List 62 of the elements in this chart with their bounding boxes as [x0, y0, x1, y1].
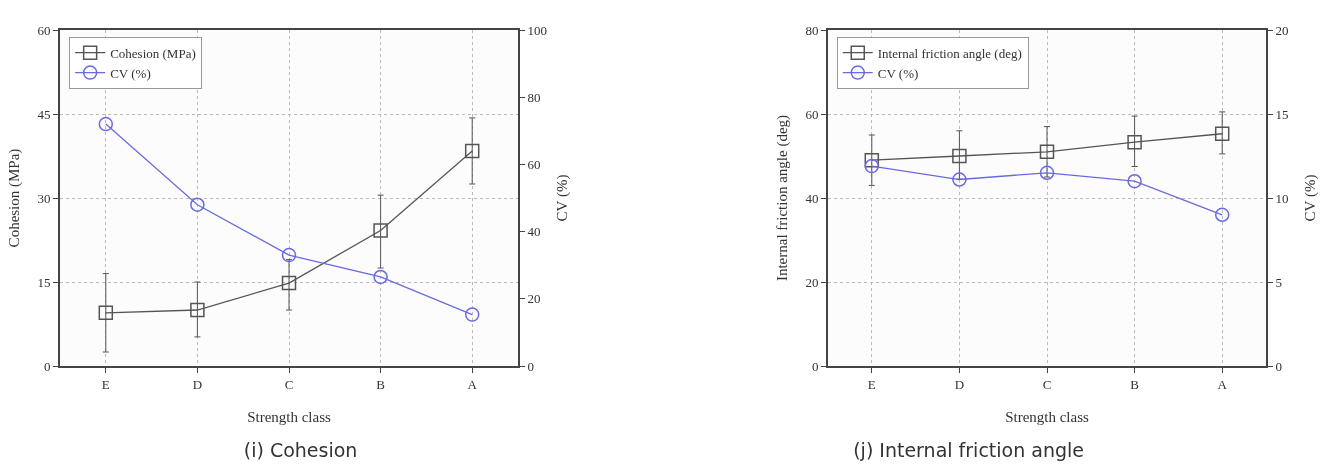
point	[98, 116, 114, 132]
x-tick-label: A	[1217, 376, 1228, 392]
y2-tick-label: 15	[1275, 106, 1289, 122]
y-tick-label: 45	[37, 106, 51, 122]
x-axis-title: Strength class	[247, 409, 332, 425]
y2-axis-title: CV (%)	[553, 174, 571, 222]
point	[1039, 165, 1055, 181]
y2-axis-title: CV (%)	[1301, 174, 1319, 222]
text: (i) Cohesion	[243, 438, 358, 461]
legend-label: Cohesion (MPa)	[110, 45, 196, 61]
x-tick-label: D	[192, 376, 203, 392]
x-tick-label: D	[954, 376, 965, 392]
legend-label: Internal friction angle (deg)	[877, 45, 1022, 61]
point	[464, 143, 480, 159]
point	[281, 275, 297, 291]
point	[952, 148, 967, 164]
y-axis-title: Cohesion (MPa)	[6, 148, 23, 248]
legend-label: CV (%)	[110, 65, 151, 81]
x-tick-label: B	[376, 376, 386, 392]
point	[1214, 207, 1230, 223]
y2-tick-label: 5	[1275, 274, 1283, 290]
y2-tick-label: 60	[527, 156, 541, 172]
y2-tick-label: 0	[527, 358, 535, 374]
y-axis-title: Internal friction angle (deg)	[774, 114, 791, 282]
point	[1127, 134, 1142, 150]
text: (j) Internal friction angle	[853, 438, 1084, 461]
y-tick-label: 0	[811, 358, 819, 374]
y-tick-label: 0	[43, 358, 51, 374]
point	[190, 302, 205, 318]
point	[464, 307, 480, 322]
point	[373, 223, 388, 238]
point	[190, 197, 205, 212]
legend-label: CV (%)	[877, 65, 919, 81]
point	[281, 247, 297, 263]
y-tick-label: 80	[805, 22, 819, 38]
point	[1039, 144, 1055, 160]
x-tick-label: B	[1130, 376, 1140, 392]
y2-tick-label: 20	[527, 291, 541, 307]
point	[952, 172, 967, 187]
y2-tick-label: 20	[1275, 22, 1289, 38]
x-tick-label: E	[101, 376, 110, 392]
x-tick-label: E	[867, 376, 876, 392]
point	[864, 158, 880, 174]
point	[373, 269, 388, 285]
point	[98, 305, 114, 321]
point	[1214, 126, 1230, 141]
y2-tick-label: 80	[527, 89, 541, 105]
x-axis-title: Strength class	[1005, 409, 1090, 425]
y2-tick-label: 40	[527, 224, 541, 240]
y2-tick-label: 0	[1275, 358, 1283, 374]
x-tick-label: C	[284, 376, 294, 392]
y-tick-label: 60	[37, 22, 51, 38]
y-tick-label: 20	[805, 274, 819, 290]
x-tick-label: A	[467, 376, 478, 392]
y-tick-label: 30	[37, 190, 51, 206]
y2-tick-label: 10	[1275, 190, 1289, 206]
y-tick-label: 15	[37, 274, 51, 290]
x-tick-label: C	[1042, 376, 1052, 392]
point	[1127, 173, 1142, 189]
y-tick-label: 60	[805, 106, 819, 122]
y2-tick-label: 100	[527, 22, 548, 38]
y-tick-label: 40	[805, 190, 819, 206]
